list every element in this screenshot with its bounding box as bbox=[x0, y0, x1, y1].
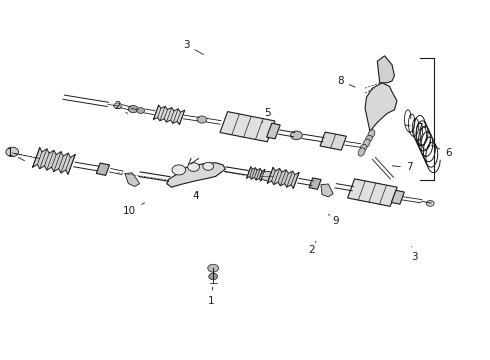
Circle shape bbox=[209, 273, 218, 280]
Polygon shape bbox=[267, 167, 299, 188]
Text: 10: 10 bbox=[123, 203, 145, 216]
Polygon shape bbox=[153, 105, 185, 125]
Ellipse shape bbox=[358, 148, 365, 156]
Polygon shape bbox=[320, 132, 346, 150]
Polygon shape bbox=[96, 163, 110, 175]
Ellipse shape bbox=[366, 135, 372, 142]
Text: 6: 6 bbox=[431, 145, 452, 158]
Circle shape bbox=[188, 163, 199, 171]
Circle shape bbox=[203, 162, 214, 170]
Circle shape bbox=[261, 171, 273, 181]
Circle shape bbox=[6, 147, 19, 157]
Text: 5: 5 bbox=[262, 108, 270, 122]
Text: 4: 4 bbox=[193, 191, 199, 201]
Text: 3: 3 bbox=[411, 247, 417, 262]
Circle shape bbox=[426, 201, 434, 206]
Text: 2: 2 bbox=[308, 241, 316, 255]
Circle shape bbox=[137, 108, 145, 113]
Polygon shape bbox=[392, 190, 404, 204]
Polygon shape bbox=[267, 123, 280, 139]
Ellipse shape bbox=[363, 139, 370, 148]
Circle shape bbox=[128, 105, 138, 113]
Text: 7: 7 bbox=[405, 123, 422, 133]
Text: 8: 8 bbox=[337, 76, 355, 87]
Polygon shape bbox=[246, 167, 265, 181]
Polygon shape bbox=[347, 179, 397, 206]
Text: 1: 1 bbox=[207, 287, 214, 306]
Text: 3: 3 bbox=[183, 40, 203, 54]
Polygon shape bbox=[365, 83, 397, 131]
Circle shape bbox=[197, 116, 207, 123]
Polygon shape bbox=[377, 56, 394, 83]
Text: 7: 7 bbox=[392, 162, 413, 172]
Ellipse shape bbox=[360, 144, 367, 151]
Circle shape bbox=[172, 165, 186, 175]
Polygon shape bbox=[220, 112, 275, 142]
Polygon shape bbox=[32, 148, 75, 174]
Polygon shape bbox=[125, 173, 140, 186]
Circle shape bbox=[208, 264, 219, 272]
Text: 1: 1 bbox=[6, 148, 25, 161]
Polygon shape bbox=[309, 178, 321, 189]
Text: 2: 2 bbox=[114, 101, 127, 113]
Circle shape bbox=[291, 131, 302, 140]
Polygon shape bbox=[321, 184, 333, 197]
Text: 9: 9 bbox=[328, 214, 339, 226]
Ellipse shape bbox=[368, 130, 375, 138]
Circle shape bbox=[114, 103, 122, 109]
Polygon shape bbox=[167, 163, 225, 187]
